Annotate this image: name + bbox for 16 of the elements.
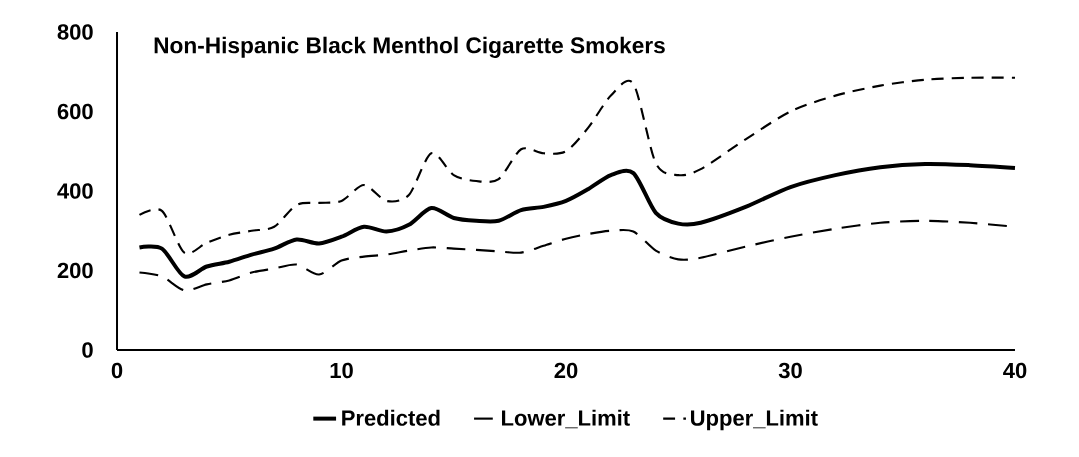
x-tick-label: 30 — [778, 362, 802, 379]
y-tick-label: 600 — [57, 103, 93, 120]
line-series — [137, 161, 1017, 279]
y-tick-label: 200 — [57, 262, 93, 279]
legend-label: Predicted — [342, 409, 440, 426]
y-tick-label: 800 — [57, 24, 93, 40]
y-tick-label: 0 — [82, 342, 93, 358]
legend-label: Lower_Limit — [502, 409, 630, 429]
x-tick-label: 0 — [111, 362, 123, 379]
chart-title: Non-Hispanic Black Menthol Cigarette Smokers — [154, 36, 665, 58]
line-series — [138, 76, 1017, 254]
legend-label: Upper_Limit — [691, 409, 818, 431]
x-tick-label: 10 — [330, 362, 353, 379]
x-tick-label: 20 — [554, 362, 578, 379]
x-tick-label: 40 — [1003, 362, 1027, 379]
y-tick-label: 400 — [57, 183, 93, 199]
